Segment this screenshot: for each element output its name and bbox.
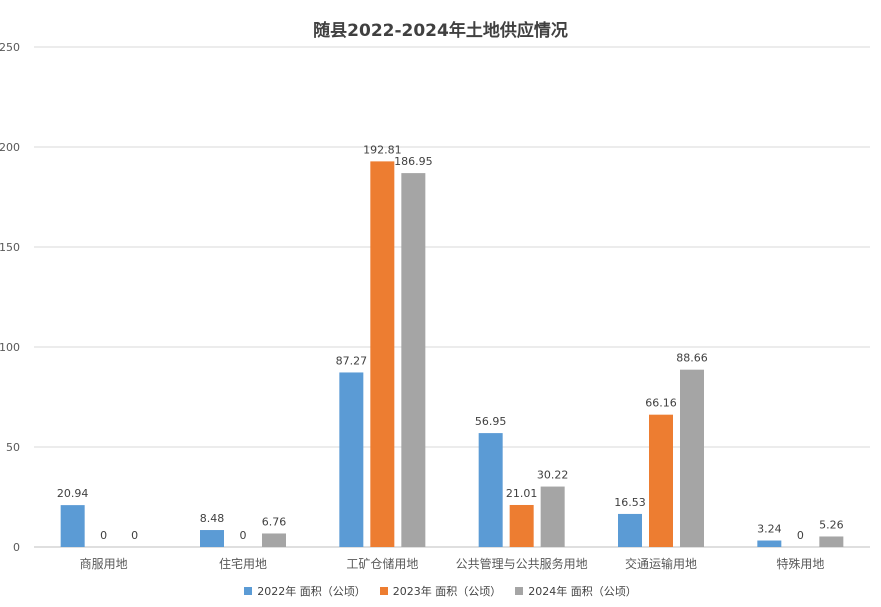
legend-swatch [379,587,388,595]
x-tick-label: 住宅用地 [219,556,267,571]
legend-swatch [244,587,253,595]
x-tick-label: 商服用地 [80,556,128,571]
bar [200,530,224,547]
y-tick-label: 0 [13,541,20,554]
data-label: 66.16 [645,397,677,410]
bar [401,173,426,547]
data-label: 5.26 [819,518,844,531]
data-label: 30.22 [537,469,569,482]
data-label: 3.24 [757,523,782,536]
data-label: 186.95 [394,155,433,168]
x-tick-label: 工矿仓储用地 [346,556,418,571]
y-tick-label: 150 [0,241,20,254]
bar [60,505,85,547]
bar [757,540,782,547]
bar [509,504,534,547]
data-label: 0 [131,529,138,542]
y-tick-label: 50 [6,441,20,454]
legend-swatch [515,587,524,595]
bar [649,414,673,547]
x-tick-label: 交通运输用地 [625,556,697,571]
bar [680,369,704,547]
legend-label: 2023年 面积（公顷） [392,585,502,598]
legend-item: 2024年 面积（公顷） [515,583,637,599]
x-tick-label: 特殊用地 [776,556,824,571]
y-tick-label: 100 [0,341,20,354]
data-label: 21.01 [506,487,538,500]
data-label: 0 [100,529,107,542]
data-label: 8.48 [200,512,225,525]
y-tick-label: 250 [0,41,20,54]
legend-item: 2023年 面积（公顷） [379,583,502,599]
data-label: 192.81 [363,143,402,156]
data-label: 20.94 [57,487,89,500]
bar [478,433,503,547]
data-label: 6.76 [262,515,287,528]
legend-item: 2022年 面积（公顷） [244,583,366,599]
legend: 2022年 面积（公顷） 2023年 面积（公顷） 2024年 面积（公顷） [0,583,881,599]
data-label: 88.66 [676,352,708,365]
bar [262,533,286,547]
legend-label: 2022年 面积（公顷） [257,585,366,598]
chart-title: 随县2022-2024年土地供应情况 [313,21,568,41]
bar [540,486,565,547]
data-label: 0 [240,529,247,542]
bar [618,513,642,547]
data-label: 0 [797,529,804,542]
bar [370,161,395,547]
data-label: 16.53 [614,496,646,509]
bar [819,536,844,547]
data-label: 87.27 [336,354,368,367]
y-tick-label: 200 [0,141,20,154]
legend-label: 2024年 面积（公顷） [528,585,637,598]
data-label: 56.95 [475,415,507,428]
bar [339,372,364,547]
x-tick-label: 公共管理与公共服务用地 [456,556,588,571]
